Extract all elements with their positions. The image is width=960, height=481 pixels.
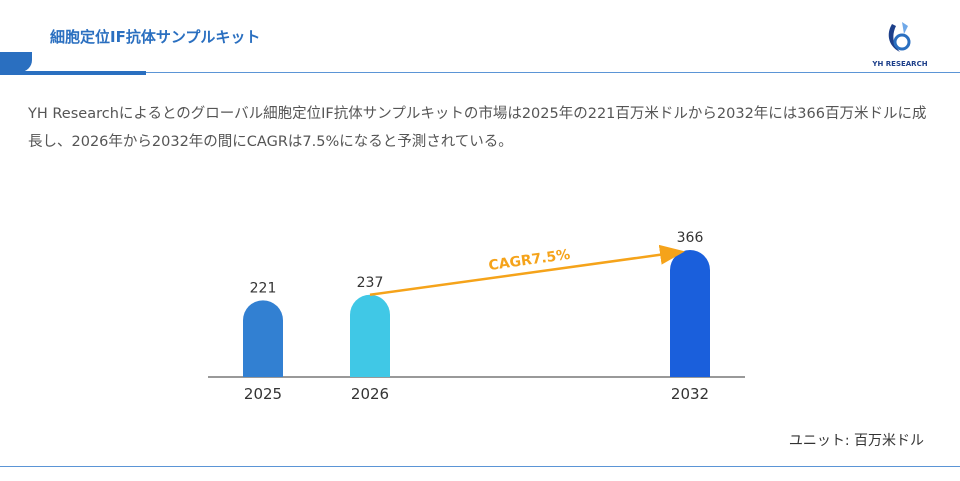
data-label: 366 <box>677 230 704 246</box>
logo-text: YH RESEARCH <box>872 60 928 68</box>
bar-2032 <box>670 249 710 377</box>
data-label: 221 <box>250 280 277 296</box>
page-title: 細胞定位IF抗体サンプルキット <box>50 28 261 46</box>
bar-2026 <box>350 294 390 377</box>
header-divider <box>146 72 960 73</box>
data-label: 237 <box>357 275 384 291</box>
x-tick-label: 2025 <box>244 385 282 403</box>
market-description: YH Researchによるとのグローバル細胞定位IF抗体サンプルキットの市場は… <box>28 106 927 150</box>
logo-icon <box>888 22 911 52</box>
header-accent-bar <box>0 71 146 75</box>
footer-divider <box>0 466 960 467</box>
x-tick-label: 2026 <box>351 385 389 403</box>
x-tick-label: 2032 <box>671 385 709 403</box>
unit-label: ユニット: 百万米ドル <box>788 433 924 449</box>
yh-research-logo: YH RESEARCH <box>868 20 932 68</box>
cagr-arrow <box>369 244 685 296</box>
header-tab-decoration <box>0 52 32 72</box>
bar-2025 <box>243 300 283 377</box>
